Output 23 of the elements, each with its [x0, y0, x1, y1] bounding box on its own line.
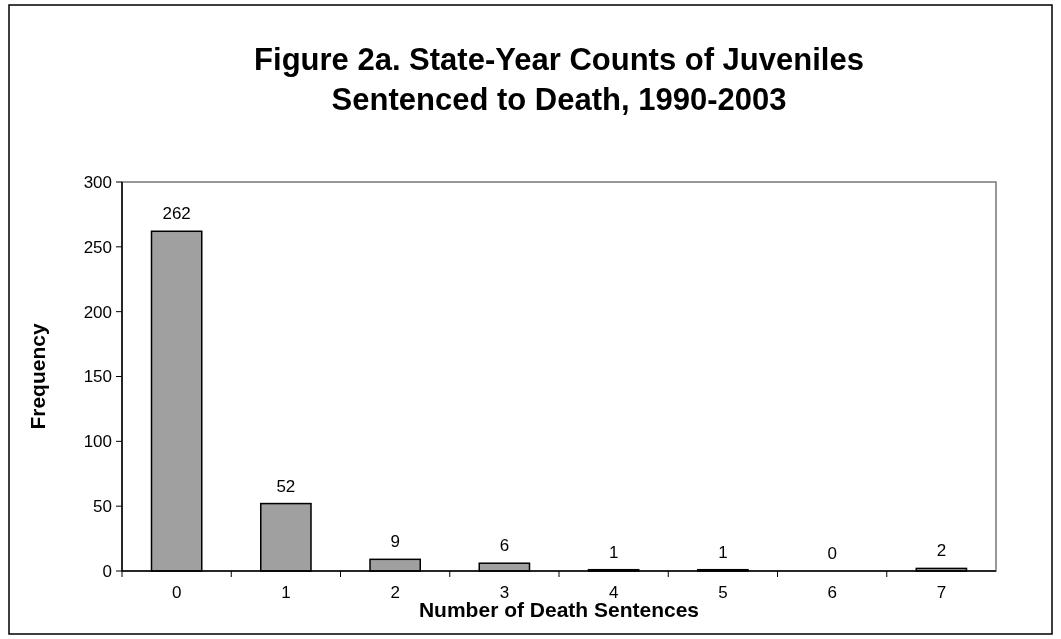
data-label: 2 — [936, 541, 947, 561]
data-label: 1 — [718, 542, 728, 562]
data-label: 6 — [499, 536, 510, 556]
y-tick-label: 300 — [83, 172, 112, 192]
y-axis-title: Frequency — [26, 323, 49, 430]
y-tick-label: 50 — [93, 497, 112, 517]
data-label: 0 — [827, 544, 837, 563]
y-tick-label: 200 — [83, 302, 112, 322]
y-tick-label: 0 — [102, 561, 112, 581]
y-tick-label: 150 — [83, 367, 112, 387]
data-label: 1 — [608, 542, 619, 562]
x-tick-label: 1 — [281, 583, 291, 602]
x-tick-label: 2 — [390, 583, 400, 602]
data-label: 9 — [390, 532, 400, 552]
y-tick-label: 250 — [83, 237, 112, 257]
data-label: 262 — [162, 204, 191, 224]
chart-title: Figure 2a. State-Year Counts of Juveniles Sentenced to Death, 1990-2003 — [254, 42, 864, 117]
x-tick-label: 6 — [827, 583, 837, 602]
data-label: 52 — [276, 476, 296, 496]
x-tick-label: 7 — [936, 583, 947, 602]
y-tick-label: 100 — [83, 432, 112, 452]
x-tick-label: 0 — [171, 583, 182, 602]
x-tick-label: 5 — [718, 583, 728, 602]
